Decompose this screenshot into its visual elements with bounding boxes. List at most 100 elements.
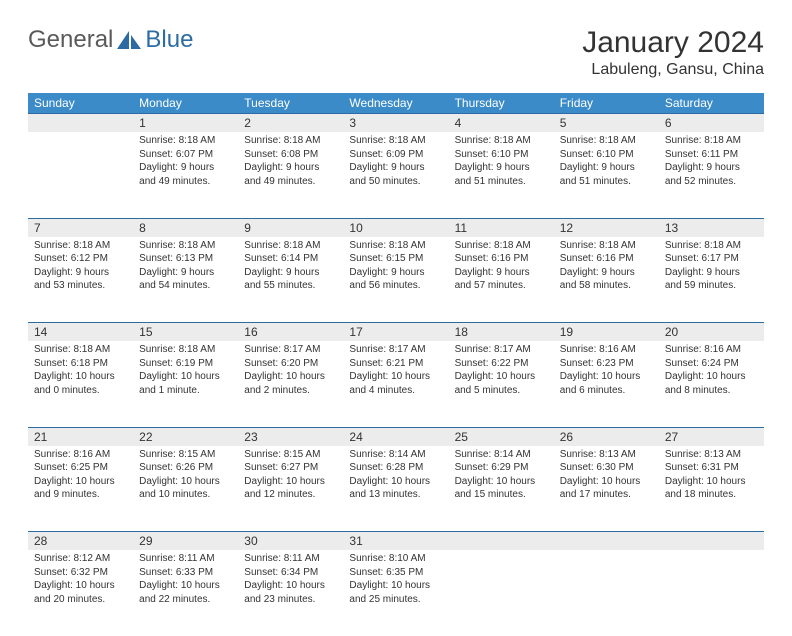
- daylight-text-1: Daylight: 9 hours: [665, 161, 758, 175]
- day-number: 17: [343, 323, 448, 341]
- sunrise-text: Sunrise: 8:13 AM: [560, 448, 653, 462]
- daylight-text-1: Daylight: 10 hours: [455, 370, 548, 384]
- day-info: Sunrise: 8:10 AMSunset: 6:35 PMDaylight:…: [343, 550, 448, 612]
- daylight-text-2: and 15 minutes.: [455, 488, 548, 502]
- day-number: 14: [28, 323, 133, 341]
- sunrise-text: Sunrise: 8:18 AM: [139, 239, 232, 253]
- day-number: 31: [343, 532, 448, 550]
- daylight-text-1: Daylight: 9 hours: [34, 266, 127, 280]
- sunset-text: Sunset: 6:13 PM: [139, 252, 232, 266]
- daylight-text-2: and 10 minutes.: [139, 488, 232, 502]
- daylight-text-1: Daylight: 10 hours: [244, 475, 337, 489]
- sunrise-text: Sunrise: 8:18 AM: [455, 239, 548, 253]
- sunrise-text: Sunrise: 8:17 AM: [455, 343, 548, 357]
- sunrise-text: Sunrise: 8:12 AM: [34, 552, 127, 566]
- day-data-row: Sunrise: 8:18 AMSunset: 6:07 PMDaylight:…: [28, 132, 764, 218]
- day-info: Sunrise: 8:18 AMSunset: 6:19 PMDaylight:…: [133, 341, 238, 403]
- day-number: 2: [238, 114, 343, 132]
- sunrise-text: Sunrise: 8:18 AM: [560, 239, 653, 253]
- daylight-text-2: and 49 minutes.: [139, 175, 232, 189]
- sunrise-text: Sunrise: 8:18 AM: [244, 239, 337, 253]
- daylight-text-2: and 5 minutes.: [455, 384, 548, 398]
- day-number-row: 21222324252627: [28, 427, 764, 446]
- daylight-text-2: and 6 minutes.: [560, 384, 653, 398]
- empty-day: [28, 114, 133, 132]
- calendar-table: SundayMondayTuesdayWednesdayThursdayFrid…: [28, 93, 764, 636]
- daylight-text-2: and 4 minutes.: [349, 384, 442, 398]
- sunrise-text: Sunrise: 8:18 AM: [34, 239, 127, 253]
- daylight-text-2: and 9 minutes.: [34, 488, 127, 502]
- day-number: 8: [133, 219, 238, 237]
- day-info: Sunrise: 8:18 AMSunset: 6:14 PMDaylight:…: [238, 237, 343, 299]
- sunset-text: Sunset: 6:25 PM: [34, 461, 127, 475]
- daylight-text-2: and 8 minutes.: [665, 384, 758, 398]
- sunrise-text: Sunrise: 8:13 AM: [665, 448, 758, 462]
- sunset-text: Sunset: 6:10 PM: [455, 148, 548, 162]
- sunrise-text: Sunrise: 8:18 AM: [34, 343, 127, 357]
- sunrise-text: Sunrise: 8:11 AM: [139, 552, 232, 566]
- sunrise-text: Sunrise: 8:18 AM: [139, 343, 232, 357]
- sunset-text: Sunset: 6:30 PM: [560, 461, 653, 475]
- daylight-text-1: Daylight: 9 hours: [244, 161, 337, 175]
- day-info: Sunrise: 8:18 AMSunset: 6:12 PMDaylight:…: [28, 237, 133, 299]
- day-info: Sunrise: 8:16 AMSunset: 6:24 PMDaylight:…: [659, 341, 764, 403]
- logo-text-blue: Blue: [145, 26, 193, 54]
- empty-day: [449, 532, 554, 550]
- sunset-text: Sunset: 6:27 PM: [244, 461, 337, 475]
- daylight-text-1: Daylight: 10 hours: [349, 370, 442, 384]
- weekday-header: Tuesday: [238, 93, 343, 114]
- daylight-text-1: Daylight: 10 hours: [560, 475, 653, 489]
- daylight-text-1: Daylight: 9 hours: [665, 266, 758, 280]
- sunrise-text: Sunrise: 8:14 AM: [349, 448, 442, 462]
- sunset-text: Sunset: 6:24 PM: [665, 357, 758, 371]
- sunset-text: Sunset: 6:15 PM: [349, 252, 442, 266]
- sunrise-text: Sunrise: 8:18 AM: [665, 239, 758, 253]
- daylight-text-2: and 51 minutes.: [455, 175, 548, 189]
- daylight-text-2: and 20 minutes.: [34, 593, 127, 607]
- daylight-text-2: and 12 minutes.: [244, 488, 337, 502]
- logo-sail-icon: [115, 29, 143, 51]
- day-number-row: 14151617181920: [28, 323, 764, 342]
- empty-day: [554, 532, 659, 550]
- day-data-row: Sunrise: 8:18 AMSunset: 6:12 PMDaylight:…: [28, 237, 764, 323]
- sunrise-text: Sunrise: 8:15 AM: [244, 448, 337, 462]
- daylight-text-1: Daylight: 10 hours: [349, 579, 442, 593]
- sunset-text: Sunset: 6:14 PM: [244, 252, 337, 266]
- sunset-text: Sunset: 6:22 PM: [455, 357, 548, 371]
- daylight-text-2: and 25 minutes.: [349, 593, 442, 607]
- weekday-header: Friday: [554, 93, 659, 114]
- sunset-text: Sunset: 6:12 PM: [34, 252, 127, 266]
- day-number: 7: [28, 219, 133, 237]
- sunrise-text: Sunrise: 8:18 AM: [665, 134, 758, 148]
- day-number: 27: [659, 428, 764, 446]
- sunset-text: Sunset: 6:16 PM: [455, 252, 548, 266]
- daylight-text-2: and 49 minutes.: [244, 175, 337, 189]
- daylight-text-2: and 1 minute.: [139, 384, 232, 398]
- day-number: 19: [554, 323, 659, 341]
- day-info: Sunrise: 8:15 AMSunset: 6:27 PMDaylight:…: [238, 446, 343, 508]
- daylight-text-2: and 2 minutes.: [244, 384, 337, 398]
- day-number: 1: [133, 114, 238, 132]
- month-title: January 2024: [582, 26, 764, 59]
- sunrise-text: Sunrise: 8:18 AM: [455, 134, 548, 148]
- day-info: Sunrise: 8:12 AMSunset: 6:32 PMDaylight:…: [28, 550, 133, 612]
- day-info: Sunrise: 8:18 AMSunset: 6:17 PMDaylight:…: [659, 237, 764, 299]
- daylight-text-1: Daylight: 10 hours: [34, 579, 127, 593]
- daylight-text-2: and 51 minutes.: [560, 175, 653, 189]
- weekday-header-row: SundayMondayTuesdayWednesdayThursdayFrid…: [28, 93, 764, 114]
- daylight-text-2: and 56 minutes.: [349, 279, 442, 293]
- day-number: 21: [28, 428, 133, 446]
- day-info: Sunrise: 8:14 AMSunset: 6:29 PMDaylight:…: [449, 446, 554, 508]
- sunset-text: Sunset: 6:29 PM: [455, 461, 548, 475]
- daylight-text-2: and 50 minutes.: [349, 175, 442, 189]
- day-number: 24: [343, 428, 448, 446]
- sunset-text: Sunset: 6:09 PM: [349, 148, 442, 162]
- day-data-row: Sunrise: 8:16 AMSunset: 6:25 PMDaylight:…: [28, 446, 764, 532]
- day-number: 11: [449, 219, 554, 237]
- day-info: Sunrise: 8:17 AMSunset: 6:20 PMDaylight:…: [238, 341, 343, 403]
- day-number: 29: [133, 532, 238, 550]
- daylight-text-1: Daylight: 10 hours: [244, 370, 337, 384]
- day-number: 23: [238, 428, 343, 446]
- day-info: Sunrise: 8:13 AMSunset: 6:30 PMDaylight:…: [554, 446, 659, 508]
- sunrise-text: Sunrise: 8:18 AM: [560, 134, 653, 148]
